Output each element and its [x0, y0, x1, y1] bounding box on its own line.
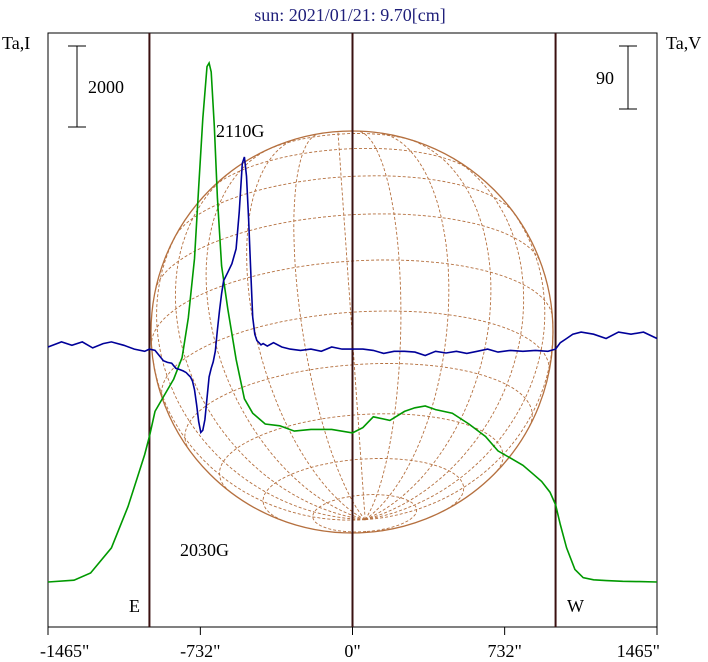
- disk-longitude-line: [364, 132, 450, 521]
- x-tick-label: 1465": [617, 641, 660, 661]
- disk-latitude-line: [176, 175, 513, 235]
- disk-longitude-line: [156, 225, 366, 521]
- disk-latitude-line: [312, 494, 418, 533]
- disk-longitude-line: [205, 149, 366, 521]
- x-axis-ticks: -1465" -732" 0" 732" 1465": [40, 627, 660, 661]
- disk-longitude-line: [151, 346, 366, 521]
- disk-longitude-line: [365, 155, 525, 521]
- disk-longitude-line: [365, 139, 492, 521]
- trough-annotation: 2030G: [180, 540, 229, 560]
- disk-longitude-line: [365, 202, 546, 521]
- peak-annotation: 2110G: [216, 121, 264, 141]
- disk-latitude-line: [151, 259, 553, 347]
- right-scale-bar: [619, 45, 637, 110]
- left-axis-label: Ta,I: [2, 33, 30, 53]
- disk-longitude-line: [358, 130, 402, 520]
- disk-longitude-line: [174, 171, 366, 521]
- right-scale-label: 90: [596, 68, 614, 88]
- right-axis-label: Ta,V: [666, 33, 701, 53]
- chart-title: sun: 2021/01/21: 9.70[cm]: [254, 5, 446, 25]
- disk-latitude-line: [211, 147, 472, 189]
- x-tick-label: -732": [180, 641, 220, 661]
- x-tick-label: 0": [344, 641, 360, 661]
- disk-latitude-line: [184, 363, 533, 451]
- x-tick-label: 732": [487, 641, 521, 661]
- stokes-i-line: [47, 60, 658, 583]
- limb-lines: [148, 33, 557, 627]
- left-scale-label: 2000: [88, 77, 124, 97]
- x-tick-label: -1465": [40, 641, 89, 661]
- left-scale-bar: [68, 45, 86, 128]
- disk-longitude-line: [337, 131, 366, 520]
- disk-longitude-line: [293, 133, 366, 520]
- east-label: E: [129, 596, 140, 616]
- west-label: W: [567, 596, 584, 616]
- stokes-v-line: [47, 156, 658, 435]
- disk-longitude-line: [365, 317, 554, 521]
- disk-longitude-line: [246, 138, 366, 521]
